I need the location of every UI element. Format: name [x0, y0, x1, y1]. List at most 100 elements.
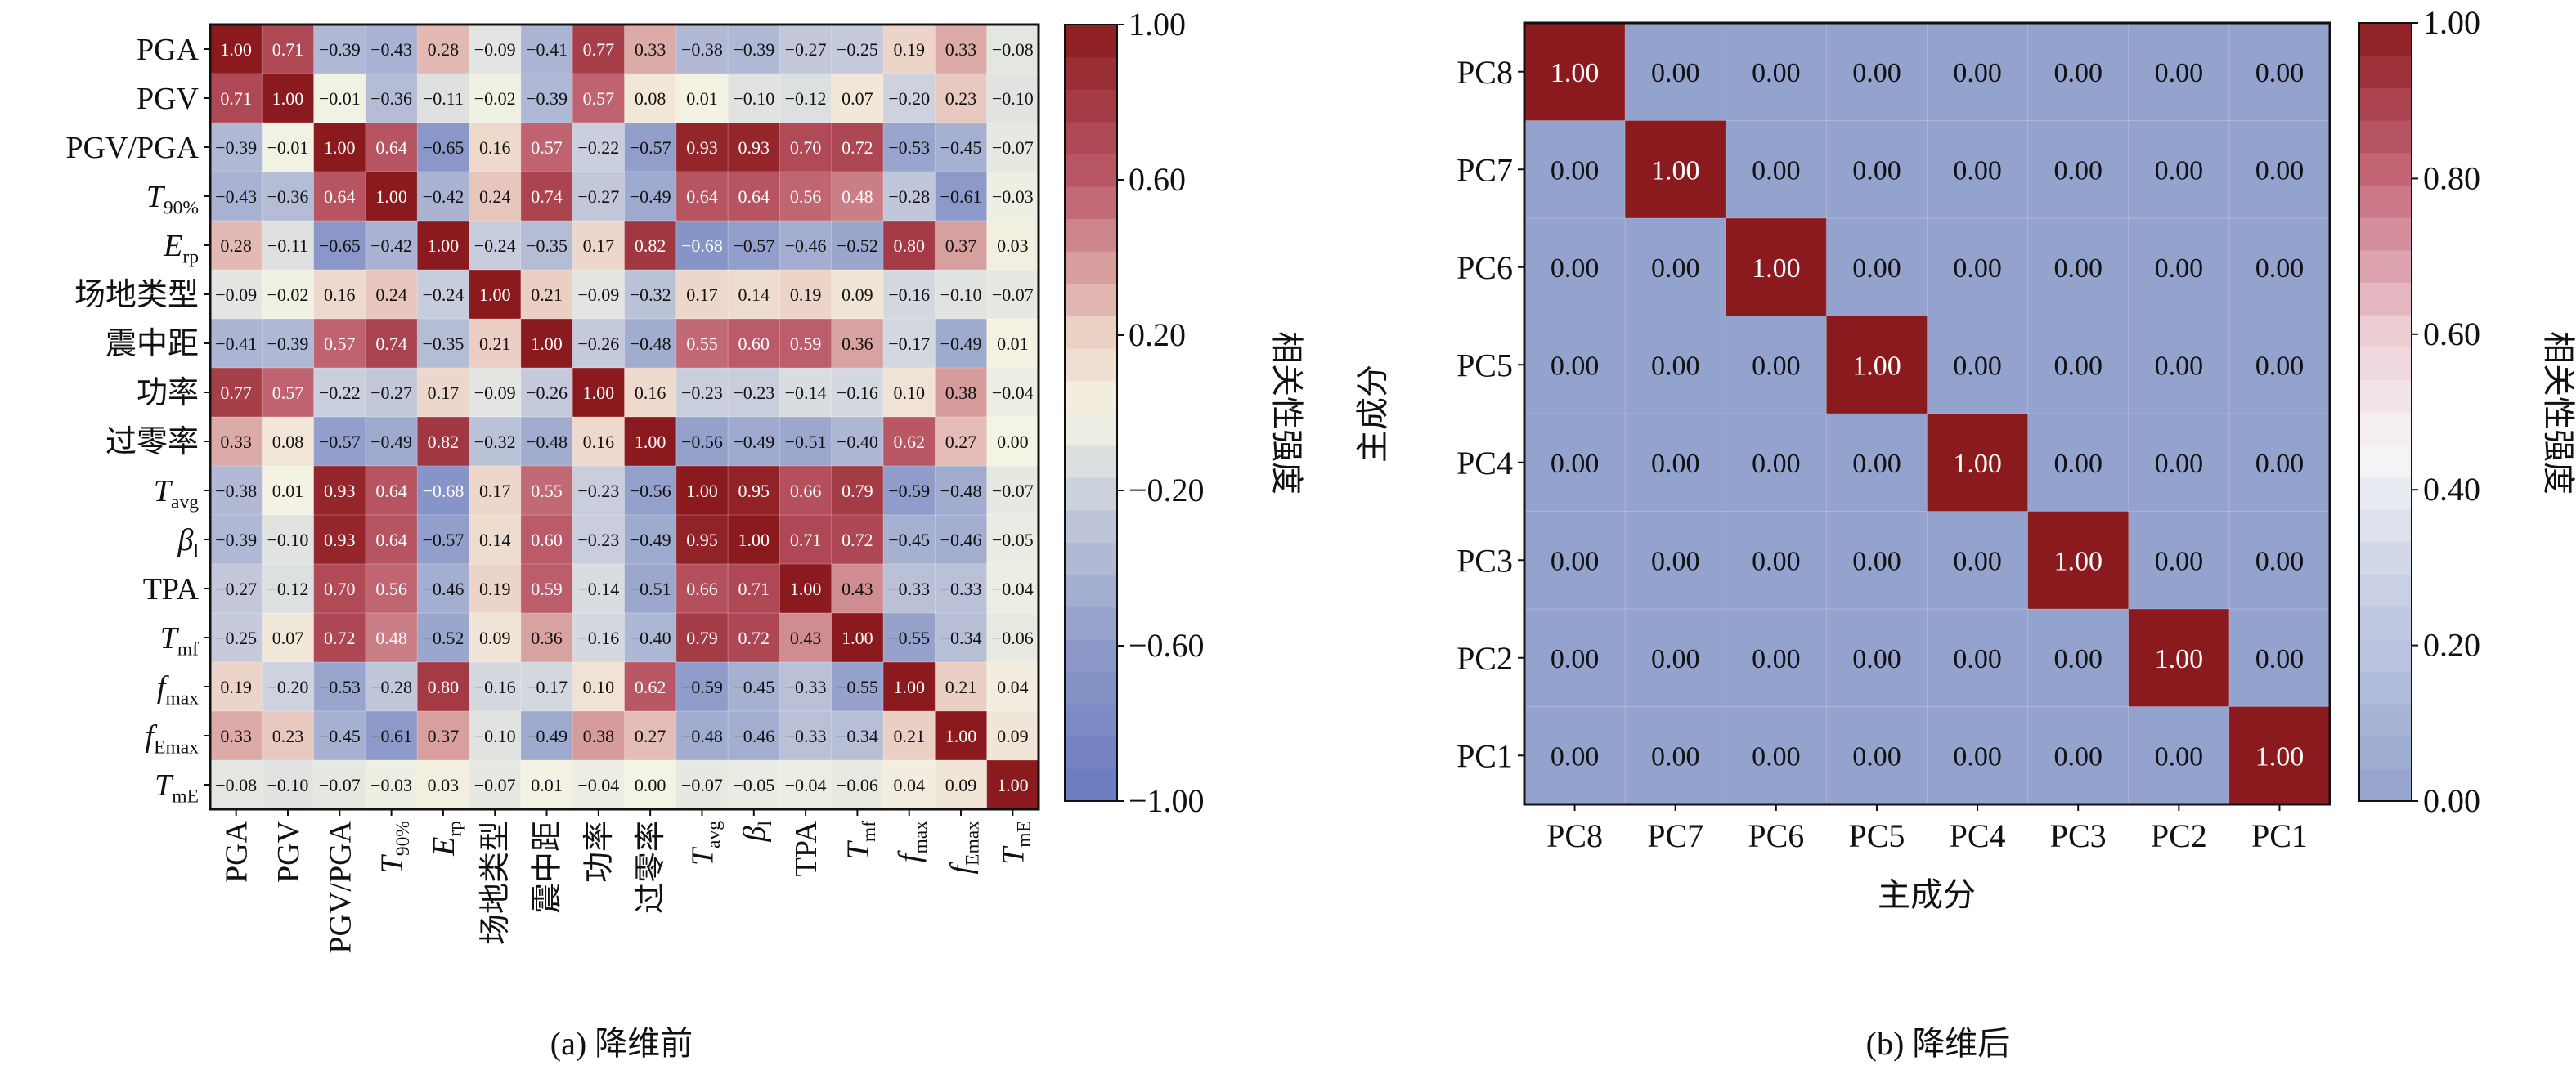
- cell-value-label: 0.00: [1551, 741, 1600, 772]
- heatmap-cell: [675, 612, 729, 663]
- cell-value-label: 0.64: [375, 530, 407, 550]
- heatmap-cell: [520, 465, 574, 516]
- cell-value-label: −0.68: [422, 481, 464, 501]
- cell-value-label: 0.00: [2053, 644, 2103, 674]
- a-colorbar-band: [1065, 251, 1117, 284]
- cell-value-label: −0.53: [888, 137, 930, 158]
- heatmap-cell: [469, 367, 522, 418]
- cell-value-label: 0.19: [220, 677, 252, 697]
- cell-value-label: −0.05: [733, 775, 774, 795]
- heatmap-cell: [209, 318, 263, 369]
- y-tick-label-main: TPA: [143, 572, 200, 607]
- x-tick-label: PC2: [2151, 817, 2207, 854]
- cell-value-label: −0.03: [370, 775, 412, 795]
- y-tick-label-main: E: [163, 229, 182, 263]
- cell-value-label: −0.56: [681, 432, 723, 452]
- b-colorbar-tick-label: 0.20: [2423, 627, 2480, 664]
- cell-value-label: 1.00: [324, 137, 356, 158]
- heatmap-cell: [261, 661, 315, 712]
- cell-value-label: 0.00: [1651, 741, 1700, 772]
- y-tick-label-main: PGA: [137, 33, 200, 67]
- y-tick-label: TmE: [155, 768, 199, 807]
- heatmap-cell: [831, 465, 885, 516]
- heatmap-cell: [209, 24, 263, 74]
- heatmap-cell: [1524, 316, 1627, 414]
- cell-value-label: 0.00: [1551, 351, 1600, 381]
- cell-value-label: 1.00: [531, 334, 563, 354]
- cell-value-label: 0.00: [1852, 741, 1901, 772]
- cell-value-label: 0.00: [1752, 449, 1801, 479]
- cell-value-label: 0.66: [790, 481, 822, 501]
- cell-value-label: 0.04: [997, 677, 1029, 697]
- cell-value-label: 1.00: [893, 677, 925, 697]
- cell-value-label: −0.35: [526, 235, 568, 256]
- x-tick-label-sub: max: [910, 821, 931, 854]
- heatmap-cell: [1927, 511, 2029, 610]
- heatmap-cell: [2027, 413, 2129, 513]
- cell-value-label: −0.40: [630, 628, 671, 648]
- b-colorbar-band: [2359, 379, 2412, 413]
- cell-value-label: 0.33: [635, 39, 666, 60]
- heatmap-cell: [1725, 511, 1828, 610]
- heatmap-cell: [313, 612, 366, 663]
- cell-value-label: −0.27: [370, 383, 412, 403]
- heatmap-cell: [416, 759, 470, 810]
- cell-value-label: 1.00: [635, 432, 666, 452]
- cell-value-label: 0.01: [686, 88, 718, 109]
- heatmap-cell: [365, 220, 419, 271]
- cell-value-label: −0.09: [474, 39, 516, 60]
- x-tick-label: Erp: [427, 821, 465, 857]
- heatmap-cell: [675, 465, 729, 516]
- heatmap-cell: [727, 171, 781, 222]
- x-tick-label: PC4: [1950, 817, 2006, 854]
- a-colorbar-band: [1065, 639, 1117, 673]
- cell-value-label: −0.01: [319, 88, 361, 109]
- cell-value-label: 0.80: [428, 677, 460, 697]
- cell-value-label: 0.16: [324, 284, 356, 305]
- heatmap-cell: [209, 514, 263, 565]
- cell-value-label: −0.51: [630, 579, 671, 599]
- heatmap-cell: [365, 612, 419, 663]
- b-colorbar-tick-label: 0.40: [2423, 471, 2480, 508]
- cell-value-label: 0.21: [893, 726, 925, 746]
- cell-value-label: 0.07: [841, 88, 873, 109]
- colorbar-a-label: 相关性强度: [1268, 331, 1305, 495]
- x-tick-label-main: 功率: [582, 821, 617, 883]
- cell-value-label: 0.09: [841, 284, 873, 305]
- cell-value-label: 0.00: [2053, 58, 2103, 88]
- cell-value-label: 0.00: [1852, 253, 1901, 284]
- x-tick-label-sub: Emax: [962, 821, 983, 866]
- cell-value-label: 0.37: [945, 235, 977, 256]
- heatmap-cell: [624, 759, 677, 810]
- cell-value-label: 0.00: [1852, 449, 1901, 479]
- cell-value-label: −0.14: [577, 579, 619, 599]
- cell-value-label: −0.07: [992, 137, 1034, 158]
- cell-value-label: 0.43: [841, 579, 873, 599]
- cell-value-label: −0.16: [577, 628, 619, 648]
- x-tick-label: 震中距: [531, 821, 565, 914]
- cell-value-label: 1.00: [790, 579, 822, 599]
- plot-frame: [1523, 21, 2331, 806]
- x-tick-label: Tmf: [841, 821, 879, 859]
- heatmap-cell: [520, 122, 574, 172]
- cell-value-label: 0.00: [1953, 546, 2002, 576]
- cell-value-label: −0.59: [681, 677, 723, 697]
- cell-value-label: 0.00: [1551, 449, 1600, 479]
- b-colorbar-band: [2359, 768, 2412, 802]
- heatmap-cell: [469, 220, 522, 271]
- cell-value-label: 0.60: [738, 334, 770, 354]
- cell-value-label: 0.33: [945, 39, 977, 60]
- cell-value-label: −0.25: [215, 628, 257, 648]
- a-colorbar-band: [1065, 186, 1117, 220]
- cell-value-label: −0.39: [215, 137, 257, 158]
- cell-value-label: −0.57: [422, 530, 464, 550]
- cell-value-label: 0.64: [686, 186, 718, 207]
- b-colorbar-tick-label: 0.60: [2423, 316, 2480, 352]
- cell-value-label: 0.17: [479, 481, 511, 501]
- cell-value-label: 0.71: [272, 39, 304, 60]
- cell-value-label: 0.14: [738, 284, 770, 305]
- heatmap-cell: [313, 465, 366, 516]
- cell-value-label: 0.00: [1651, 449, 1700, 479]
- heatmap-cell: [261, 563, 315, 614]
- x-tick-label: TPA: [789, 820, 824, 876]
